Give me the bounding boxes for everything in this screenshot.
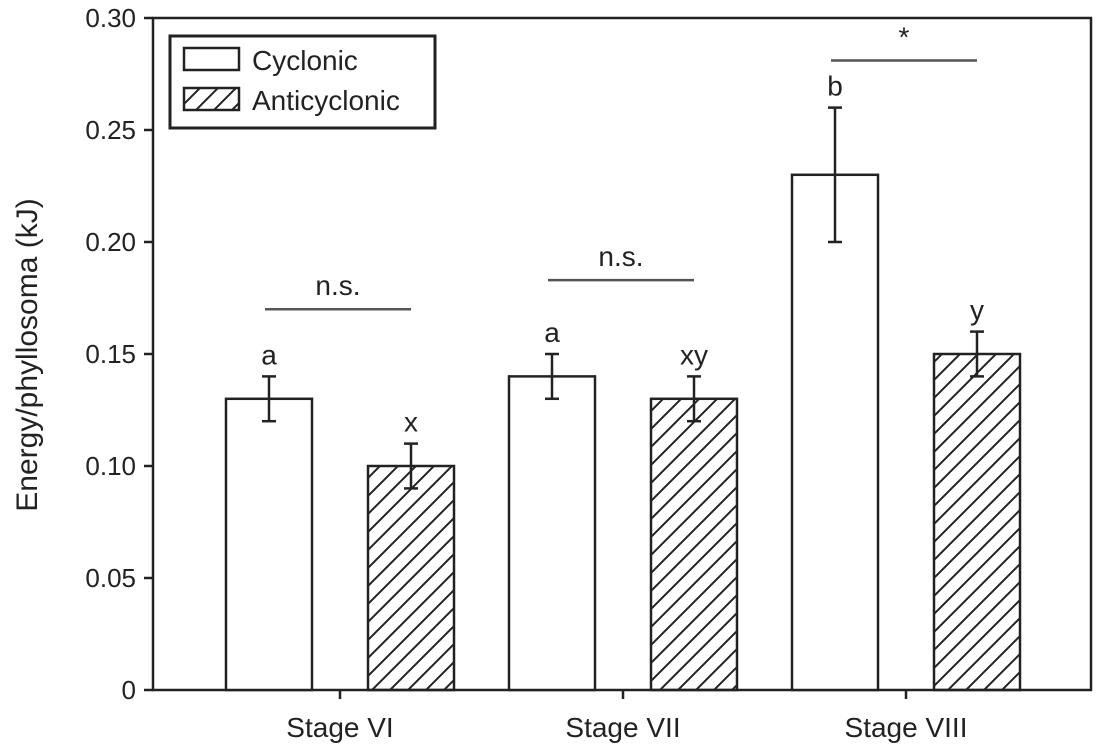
significance-letter: b (827, 71, 843, 102)
significance-label: n.s. (315, 270, 360, 301)
y-tick-label: 0.05 (85, 563, 136, 593)
y-tick-label: 0.15 (85, 339, 136, 369)
significance-letter: a (544, 317, 560, 348)
significance-label: * (899, 22, 910, 53)
significance-letter: y (970, 295, 984, 326)
significance-letter: xy (680, 339, 708, 370)
y-tick-label: 0.10 (85, 451, 136, 481)
bar-cyclonic-2 (790, 173, 880, 692)
legend-swatch-cyclonic (182, 46, 241, 72)
y-tick-label: 0.30 (85, 3, 136, 33)
x-tick-label: Stage VII (565, 712, 680, 743)
bar-anticyclonic-0 (366, 464, 456, 692)
bar-cyclonic-0 (224, 397, 314, 692)
bar-anticyclonic-2 (932, 352, 1022, 692)
y-tick-label: 0.25 (85, 115, 136, 145)
significance-label: n.s. (598, 241, 643, 272)
legend-swatch-anticyclonic (182, 86, 241, 112)
x-tick-label: Stage VI (286, 712, 393, 743)
y-axis-title: Energy/phyllosoma (kJ) (11, 198, 44, 511)
y-tick-label: 0.20 (85, 227, 136, 257)
bar-cyclonic-1 (507, 375, 597, 692)
legend-label-anticyclonic: Anticyclonic (252, 85, 400, 116)
legend: Cyclonic Anticyclonic (168, 34, 437, 130)
y-tick-label: 0 (122, 675, 136, 705)
bar-anticyclonic-1 (649, 397, 739, 692)
significance-letter: x (404, 407, 418, 438)
x-tick-label: Stage VIII (845, 712, 968, 743)
legend-label-cyclonic: Cyclonic (252, 45, 358, 76)
significance-letter: a (261, 339, 277, 370)
